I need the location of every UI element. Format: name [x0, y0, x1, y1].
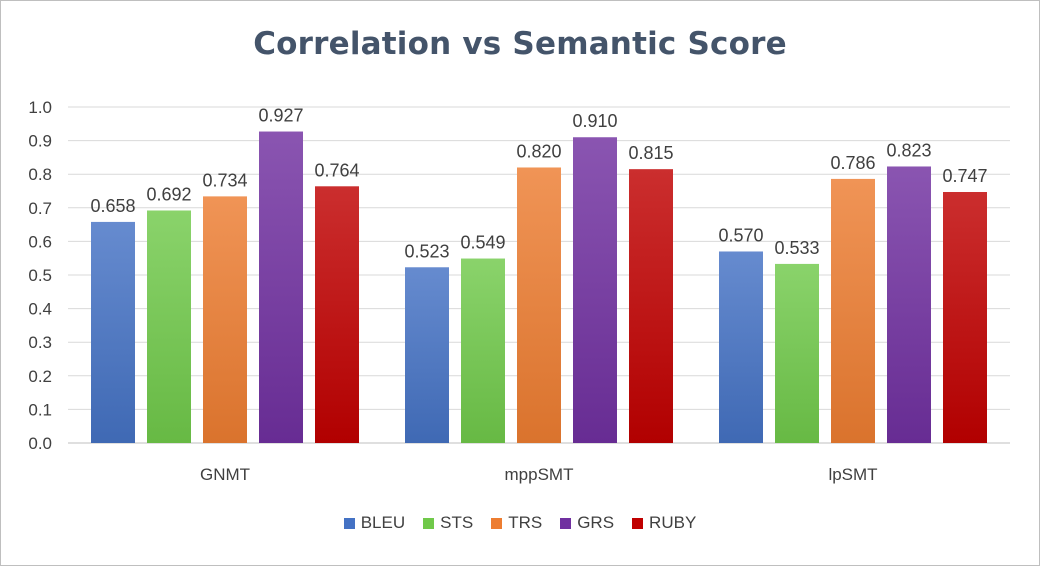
data-label: 0.734: [202, 170, 247, 190]
bar-grs-mppsmt: [573, 137, 617, 444]
y-tick-label: 0.3: [28, 333, 52, 352]
y-tick-label: 0.4: [28, 300, 52, 319]
data-label: 0.786: [830, 153, 875, 173]
bar-grs-lpsmt: [887, 166, 931, 444]
y-tick-label: 0.2: [28, 367, 52, 386]
data-label: 0.549: [460, 233, 505, 253]
legend-item-grs: GRS: [560, 513, 614, 533]
legend-item-bleu: BLEU: [343, 513, 406, 533]
bar-bleu-mppsmt: [405, 267, 449, 443]
bar-ruby-lpsmt: [943, 192, 987, 443]
x-category-label: GNMT: [200, 465, 250, 484]
x-axis-categories: GNMT mppSMT lpSMT: [200, 465, 878, 484]
data-label: 0.820: [516, 141, 561, 161]
x-category-label: mppSMT: [505, 465, 574, 484]
data-label: 0.533: [774, 238, 819, 258]
y-tick-label: 0.7: [28, 199, 52, 218]
y-tick-label: 1.0: [28, 98, 52, 117]
legend-swatch: [560, 517, 572, 529]
legend-label: STS: [440, 513, 474, 532]
bar-trs-gnmt: [203, 196, 247, 443]
y-tick-label: 0.9: [28, 132, 52, 151]
legend-item-trs: TRS: [491, 513, 542, 533]
legend-swatch: [343, 517, 355, 529]
legend-item-ruby: RUBY: [632, 513, 696, 533]
legend: BLEU STS TRS GRS RUBY: [0, 513, 1040, 533]
bar-bleu-lpsmt: [719, 251, 763, 443]
bar-sts-lpsmt: [775, 263, 819, 443]
legend-label: TRS: [508, 513, 543, 532]
y-tick-label: 0.8: [28, 165, 52, 184]
data-label: 0.823: [886, 140, 931, 160]
legend-swatch: [491, 517, 503, 529]
y-tick-label: 0.1: [28, 400, 52, 419]
data-label: 0.692: [146, 184, 191, 204]
data-label: 0.815: [628, 143, 673, 163]
data-label: 0.658: [90, 196, 135, 216]
bars: [91, 131, 987, 444]
bar-bleu-gnmt: [91, 221, 135, 443]
y-tick-label: 0.0: [28, 434, 52, 453]
bar-ruby-gnmt: [315, 186, 359, 443]
data-label: 0.747: [942, 166, 987, 186]
data-label: 0.764: [314, 160, 359, 180]
legend-swatch: [423, 517, 435, 529]
data-label: 0.927: [258, 106, 303, 126]
data-label: 0.570: [718, 225, 763, 245]
data-label: 0.910: [572, 111, 617, 131]
y-tick-label: 0.5: [28, 266, 52, 285]
bar-sts-gnmt: [147, 210, 191, 443]
bar-sts-mppsmt: [461, 258, 505, 443]
data-labels: 0.658 0.692 0.734 0.927 0.764 0.523 0.549 0.820…: [90, 106, 987, 262]
data-label: 0.523: [404, 241, 449, 261]
legend-label: BLEU: [360, 513, 406, 532]
bar-trs-mppsmt: [517, 167, 561, 444]
bar-grs-gnmt: [259, 131, 303, 443]
legend-item-sts: STS: [423, 513, 473, 533]
y-axis-ticks: 0.0 0.1 0.2 0.3 0.4 0.5 0.6 0.7 0.8 0.9 1.0: [28, 98, 52, 453]
x-category-label: lpSMT: [828, 465, 877, 484]
y-tick-label: 0.6: [28, 232, 52, 251]
chart-title: Correlation vs Semantic Score: [253, 26, 787, 62]
legend-label: RUBY: [649, 513, 697, 532]
bar-trs-lpsmt: [831, 178, 875, 444]
legend-label: GRS: [577, 513, 615, 532]
legend-swatch: [632, 517, 644, 529]
bar-ruby-mppsmt: [629, 169, 673, 443]
